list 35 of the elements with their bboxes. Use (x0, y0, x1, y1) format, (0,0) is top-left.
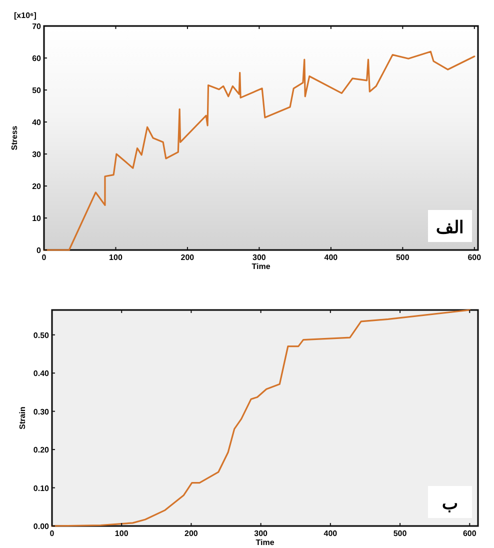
line-series (43, 50, 476, 251)
y-tick-label: 0.30 (33, 407, 50, 416)
x-axis-title: Time (256, 538, 275, 547)
y-tick-label: 40 (32, 118, 42, 127)
x-tick-label: 500 (396, 253, 410, 262)
y-tick-label: 70 (32, 22, 42, 31)
y-tick-label: 0.00 (33, 522, 50, 531)
x-axis-title: Time (252, 262, 271, 271)
y-tick-label: 0.20 (33, 446, 50, 455)
annotation: ب (442, 494, 458, 513)
x-tick-label: 200 (184, 529, 198, 538)
annotation: الف (436, 218, 464, 237)
line-series (51, 309, 470, 527)
x-tick-label: 200 (180, 253, 195, 262)
y-tick-label: 10 (32, 214, 42, 223)
y-tick-label: 30 (32, 150, 42, 159)
y-tick-label: 0.50 (33, 330, 50, 340)
x-tick-label: 400 (324, 529, 338, 538)
y-tick-label: 60 (32, 54, 42, 63)
text: [x10⁶] (14, 11, 37, 20)
x-tick-label: 500 (393, 529, 408, 538)
y-axis-title: Stress (10, 125, 19, 150)
x-tick-label: 100 (114, 529, 129, 538)
y-tick-label: 0 (36, 246, 42, 255)
x-tick-label: 600 (468, 253, 482, 262)
x-tick-label: 600 (462, 529, 477, 538)
x-tick-label: 400 (324, 253, 338, 262)
y-tick-label: 0.10 (33, 484, 50, 493)
x-tick-label: 300 (252, 253, 266, 262)
x-tick-label: 300 (254, 529, 268, 538)
y-tick-label: 50 (32, 86, 42, 95)
x-tick-label: 100 (109, 253, 123, 262)
y-tick-label: 20 (32, 182, 42, 191)
y-axis-title: Strain (18, 406, 27, 430)
y-tick-label: 0.40 (33, 369, 50, 378)
